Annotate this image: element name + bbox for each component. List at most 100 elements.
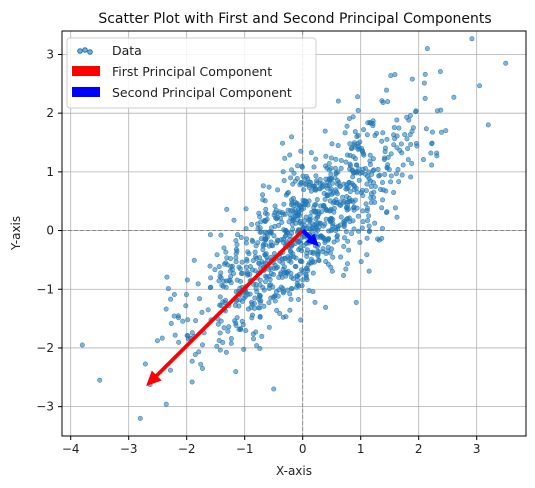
data-point bbox=[423, 126, 429, 132]
data-point bbox=[366, 213, 372, 219]
data-point bbox=[256, 260, 262, 266]
data-point bbox=[289, 134, 295, 140]
data-point bbox=[159, 335, 165, 341]
data-point bbox=[365, 217, 371, 223]
data-point bbox=[243, 240, 249, 246]
data-point bbox=[393, 171, 399, 177]
data-point bbox=[381, 157, 387, 163]
data-point bbox=[233, 251, 239, 257]
data-point bbox=[272, 298, 278, 304]
data-point bbox=[347, 189, 353, 195]
data-point bbox=[396, 125, 402, 131]
data-point bbox=[251, 336, 257, 342]
data-point bbox=[367, 158, 373, 164]
data-point bbox=[172, 332, 178, 338]
data-point bbox=[192, 352, 198, 358]
data-point bbox=[199, 342, 205, 348]
data-point bbox=[189, 358, 195, 364]
data-point bbox=[366, 268, 372, 274]
y-tick-label: 1 bbox=[46, 165, 54, 179]
data-point bbox=[360, 192, 366, 198]
data-point bbox=[438, 107, 444, 113]
data-point bbox=[263, 236, 269, 242]
data-point bbox=[380, 100, 386, 106]
data-point bbox=[252, 249, 258, 255]
data-point bbox=[328, 171, 334, 177]
data-point bbox=[328, 155, 334, 161]
legend-marker-data bbox=[77, 48, 83, 54]
data-point bbox=[333, 171, 339, 177]
data-point bbox=[394, 133, 400, 139]
data-point bbox=[241, 295, 247, 301]
data-point bbox=[343, 186, 349, 192]
data-point bbox=[469, 36, 475, 42]
data-point bbox=[223, 297, 229, 303]
data-point bbox=[323, 153, 329, 159]
data-point bbox=[352, 197, 358, 203]
data-point bbox=[380, 197, 386, 203]
data-point bbox=[295, 297, 301, 303]
data-point bbox=[276, 222, 282, 228]
data-point bbox=[333, 189, 339, 195]
data-point bbox=[347, 198, 353, 204]
data-point bbox=[376, 237, 382, 243]
data-point bbox=[225, 262, 231, 268]
data-point bbox=[264, 216, 270, 222]
data-point bbox=[359, 225, 365, 231]
data-point bbox=[384, 136, 390, 142]
data-point bbox=[217, 273, 223, 279]
data-point bbox=[322, 128, 328, 134]
data-point bbox=[338, 165, 344, 171]
data-point bbox=[291, 170, 297, 176]
data-point bbox=[298, 317, 304, 323]
data-point bbox=[261, 287, 267, 293]
data-point bbox=[308, 260, 314, 266]
data-point bbox=[302, 177, 308, 183]
data-point bbox=[287, 212, 293, 218]
data-point bbox=[310, 249, 316, 255]
data-point bbox=[322, 196, 328, 202]
data-point bbox=[320, 183, 326, 189]
data-point bbox=[341, 221, 347, 227]
data-point bbox=[365, 120, 371, 126]
data-point bbox=[374, 130, 380, 136]
data-point bbox=[183, 303, 189, 309]
x-axis-ticks: −4 −3 −2 −1 0 1 2 3 bbox=[62, 436, 481, 456]
data-point bbox=[239, 318, 245, 324]
data-point bbox=[330, 221, 336, 227]
data-point bbox=[338, 214, 344, 220]
data-point bbox=[257, 314, 263, 320]
data-point bbox=[280, 212, 286, 218]
data-point bbox=[359, 187, 365, 193]
data-point bbox=[414, 143, 420, 149]
data-point bbox=[309, 209, 315, 215]
data-point bbox=[234, 277, 240, 283]
data-point bbox=[397, 147, 403, 153]
data-point bbox=[243, 226, 249, 232]
data-point bbox=[404, 114, 410, 120]
data-point bbox=[477, 83, 483, 89]
data-point bbox=[217, 294, 223, 300]
data-point bbox=[274, 307, 280, 313]
data-point bbox=[404, 136, 410, 142]
data-point bbox=[297, 220, 303, 226]
data-point bbox=[268, 265, 274, 271]
data-point bbox=[367, 152, 373, 158]
data-point bbox=[253, 254, 259, 260]
data-point bbox=[437, 69, 443, 75]
data-point bbox=[264, 274, 270, 280]
data-point bbox=[328, 186, 334, 192]
x-tick-label: 2 bbox=[415, 442, 423, 456]
data-point bbox=[348, 146, 354, 152]
data-point bbox=[354, 134, 360, 140]
data-point bbox=[284, 269, 290, 275]
data-point bbox=[420, 157, 426, 163]
data-point bbox=[233, 238, 239, 244]
data-point bbox=[290, 195, 296, 201]
data-point bbox=[360, 219, 366, 225]
data-point bbox=[311, 205, 317, 211]
data-point bbox=[338, 157, 344, 163]
data-point bbox=[344, 261, 350, 267]
data-point bbox=[347, 161, 353, 167]
data-point bbox=[408, 141, 414, 147]
